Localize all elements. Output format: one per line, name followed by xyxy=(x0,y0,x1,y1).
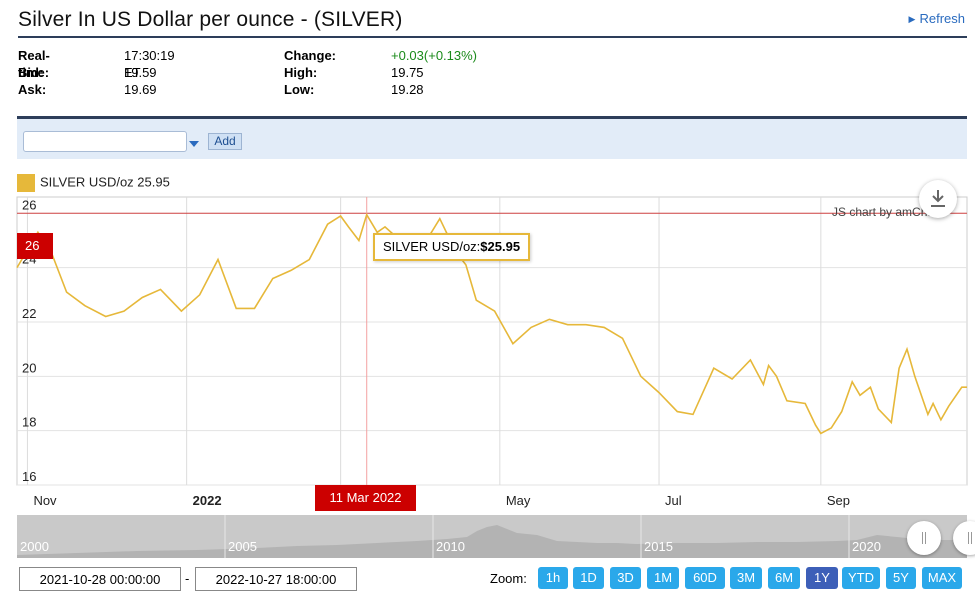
zoom-button-1d[interactable]: 1D xyxy=(573,567,604,589)
navigator-year-label: 2000 xyxy=(20,539,49,554)
x-tick-label: Jul xyxy=(665,493,682,508)
realtime-value: 17:30:19 ET xyxy=(124,48,175,80)
zoom-button-60d[interactable]: 60D xyxy=(685,567,725,589)
y-tick-label: 20 xyxy=(22,360,36,375)
grip-icon xyxy=(922,532,926,544)
navigator-left-handle[interactable] xyxy=(907,521,941,555)
low-value: 19.28 xyxy=(391,82,424,97)
y-tick-label: 18 xyxy=(22,415,36,430)
symbol-input[interactable] xyxy=(23,131,187,152)
zoom-button-3d[interactable]: 3D xyxy=(610,567,641,589)
series-line-silver xyxy=(16,212,967,435)
x-tick-label: Nov xyxy=(33,493,57,508)
triangle-right-icon: ▶ xyxy=(908,14,916,24)
zoom-button-5y[interactable]: 5Y xyxy=(886,567,916,589)
date-from-input[interactable] xyxy=(19,567,181,591)
navigator-year-label: 2005 xyxy=(228,539,257,554)
high-value: 19.75 xyxy=(391,65,424,80)
realtime-label: Real-time: xyxy=(18,48,50,80)
zoom-label: Zoom: xyxy=(490,571,527,586)
chart-credit: JS chart by amCharts xyxy=(832,205,948,219)
navigator-year-label: 2010 xyxy=(436,539,465,554)
navigator-preview xyxy=(17,515,967,558)
legend-swatch xyxy=(17,174,35,192)
cursor-date-tag: 11 Mar 2022 xyxy=(315,485,416,511)
range-navigator[interactable]: 2000 2005 2010 2015 2020 xyxy=(17,515,967,558)
x-axis-ticks: Nov2022MarMayJulSep xyxy=(33,493,850,508)
x-tick-label: 2022 xyxy=(193,493,222,508)
zoom-button-3m[interactable]: 3M xyxy=(730,567,762,589)
zoom-button-max[interactable]: MAX xyxy=(922,567,962,589)
navigator-year-label: 2020 xyxy=(852,539,881,554)
change-value: +0.03(+0.13%) xyxy=(391,48,478,63)
page-title: Silver In US Dollar per ounce - (SILVER) xyxy=(18,8,403,31)
y-tick-label: 16 xyxy=(22,469,36,484)
refresh-link[interactable]: ▶ Refresh xyxy=(909,11,965,26)
cursor-level-tag: 26 xyxy=(17,233,53,259)
title-divider xyxy=(18,36,967,38)
navigator-year-label: 2015 xyxy=(644,539,673,554)
high-label: High: xyxy=(284,65,318,80)
zoom-button-6m[interactable]: 6M xyxy=(768,567,800,589)
tooltip-label: SILVER USD/oz: xyxy=(383,239,481,254)
date-to-input[interactable] xyxy=(195,567,357,591)
chart-tooltip: SILVER USD/oz:$25.95 xyxy=(373,233,531,261)
x-tick-label: May xyxy=(506,493,531,508)
refresh-label: Refresh xyxy=(919,11,965,26)
chevron-down-icon[interactable] xyxy=(189,141,199,147)
change-label: Change: xyxy=(284,48,336,63)
navigator-right-handle[interactable] xyxy=(953,521,975,555)
grip-icon xyxy=(968,532,972,544)
x-tick-label: Sep xyxy=(827,493,850,508)
y-tick-label: 22 xyxy=(22,306,36,321)
download-icon xyxy=(931,190,945,207)
download-button[interactable] xyxy=(919,180,957,218)
chart-legend[interactable]: SILVER USD/oz 25.95 xyxy=(17,174,170,192)
y-tick-label: 26 xyxy=(22,197,36,212)
compare-toolbar: Add xyxy=(17,116,967,159)
legend-label: SILVER USD/oz 25.95 xyxy=(40,174,170,190)
zoom-button-1h[interactable]: 1h xyxy=(538,567,568,589)
zoom-button-ytd[interactable]: YTD xyxy=(842,567,880,589)
bid-label: Bid: xyxy=(18,65,44,80)
ask-value: 19.69 xyxy=(124,82,157,97)
zoom-button-1y[interactable]: 1Y xyxy=(806,567,838,589)
low-label: Low: xyxy=(284,82,315,97)
tooltip-value: $25.95 xyxy=(480,239,521,254)
zoom-button-1m[interactable]: 1M xyxy=(647,567,679,589)
bid-value: 19.59 xyxy=(124,65,157,80)
ask-label: Ask: xyxy=(18,82,47,97)
add-button[interactable]: Add xyxy=(208,133,242,150)
range-separator: - xyxy=(185,571,190,586)
